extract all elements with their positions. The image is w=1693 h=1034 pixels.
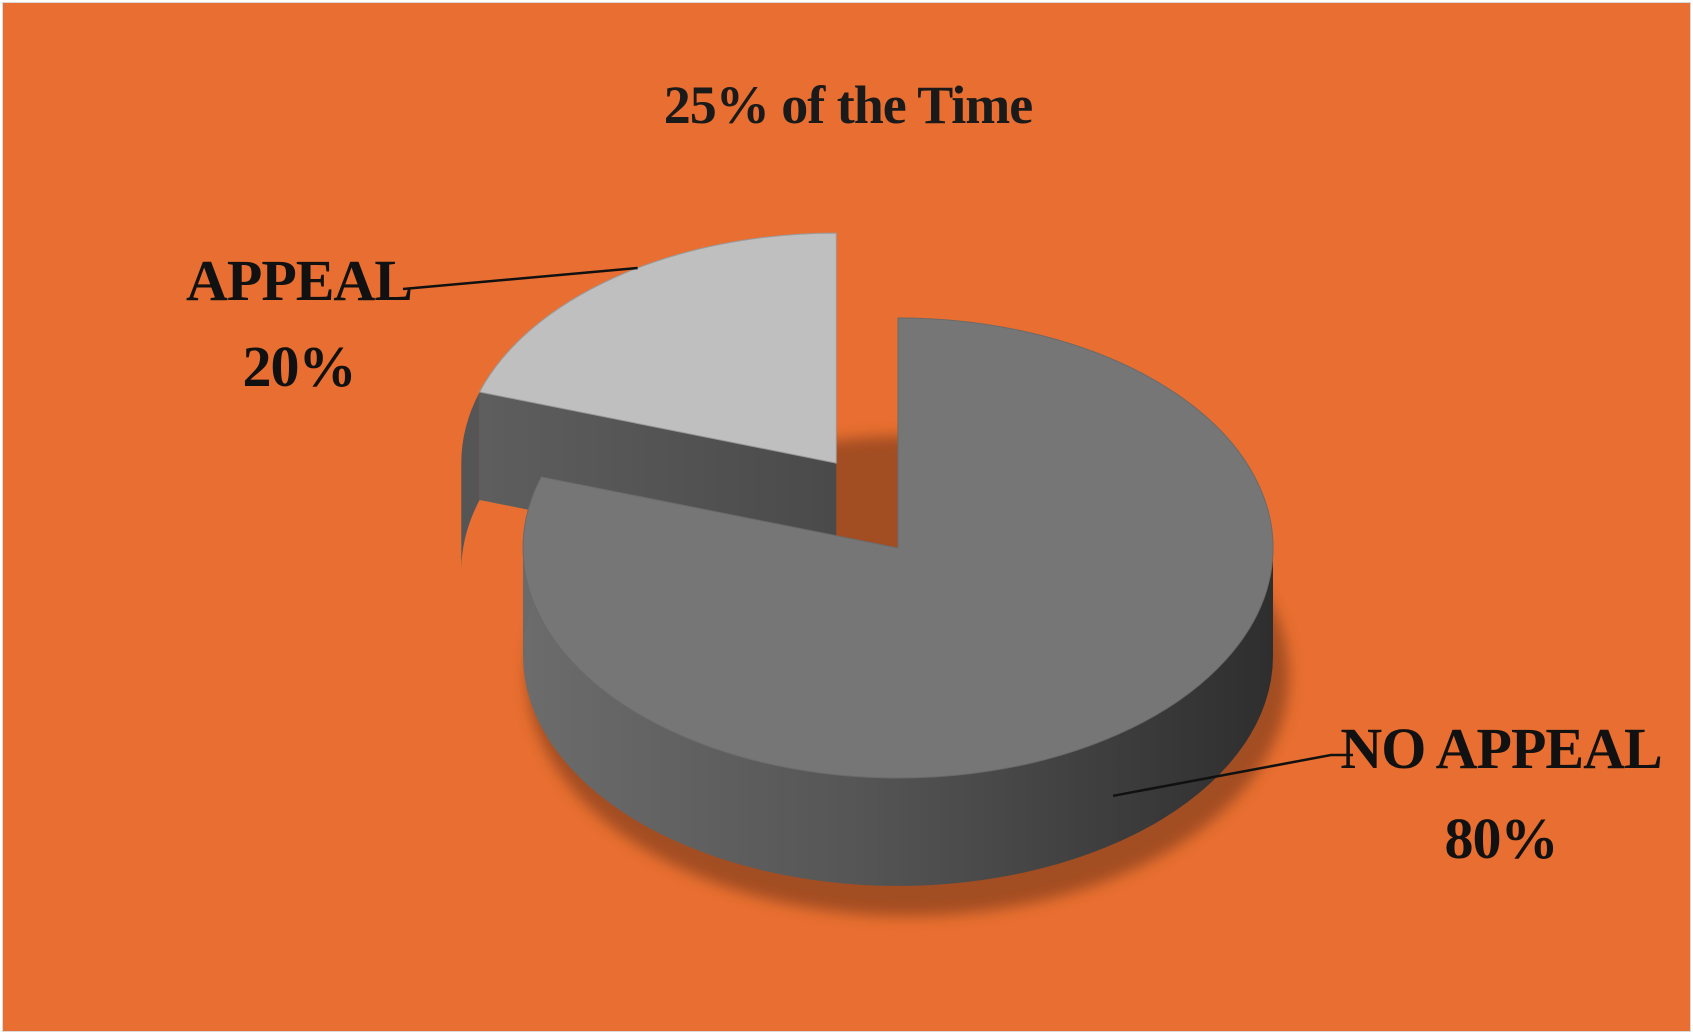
appeal-slice xyxy=(478,232,837,464)
no-appeal-label: NO APPEAL xyxy=(1340,716,1661,781)
no-appeal-slice-outer-side xyxy=(523,548,1273,886)
appeal-leader-line xyxy=(402,266,638,291)
appeal-value-label: 20% xyxy=(243,334,356,399)
chart-title: 25% of the Time xyxy=(664,75,1033,135)
appeal-slice-outer-side xyxy=(461,392,480,572)
pie-chart: 25% of the Time APPEAL 20% NO APPEAL 80% xyxy=(3,3,1690,1031)
no-appeal-leader-line xyxy=(1112,753,1353,798)
no-appeal-value-label: 80% xyxy=(1445,806,1558,871)
slice-labels: APPEAL 20% NO APPEAL 80% xyxy=(186,248,1663,871)
appeal-label: APPEAL xyxy=(186,248,412,313)
pie-slices xyxy=(461,232,1289,916)
no-appeal-slice xyxy=(522,317,1274,779)
